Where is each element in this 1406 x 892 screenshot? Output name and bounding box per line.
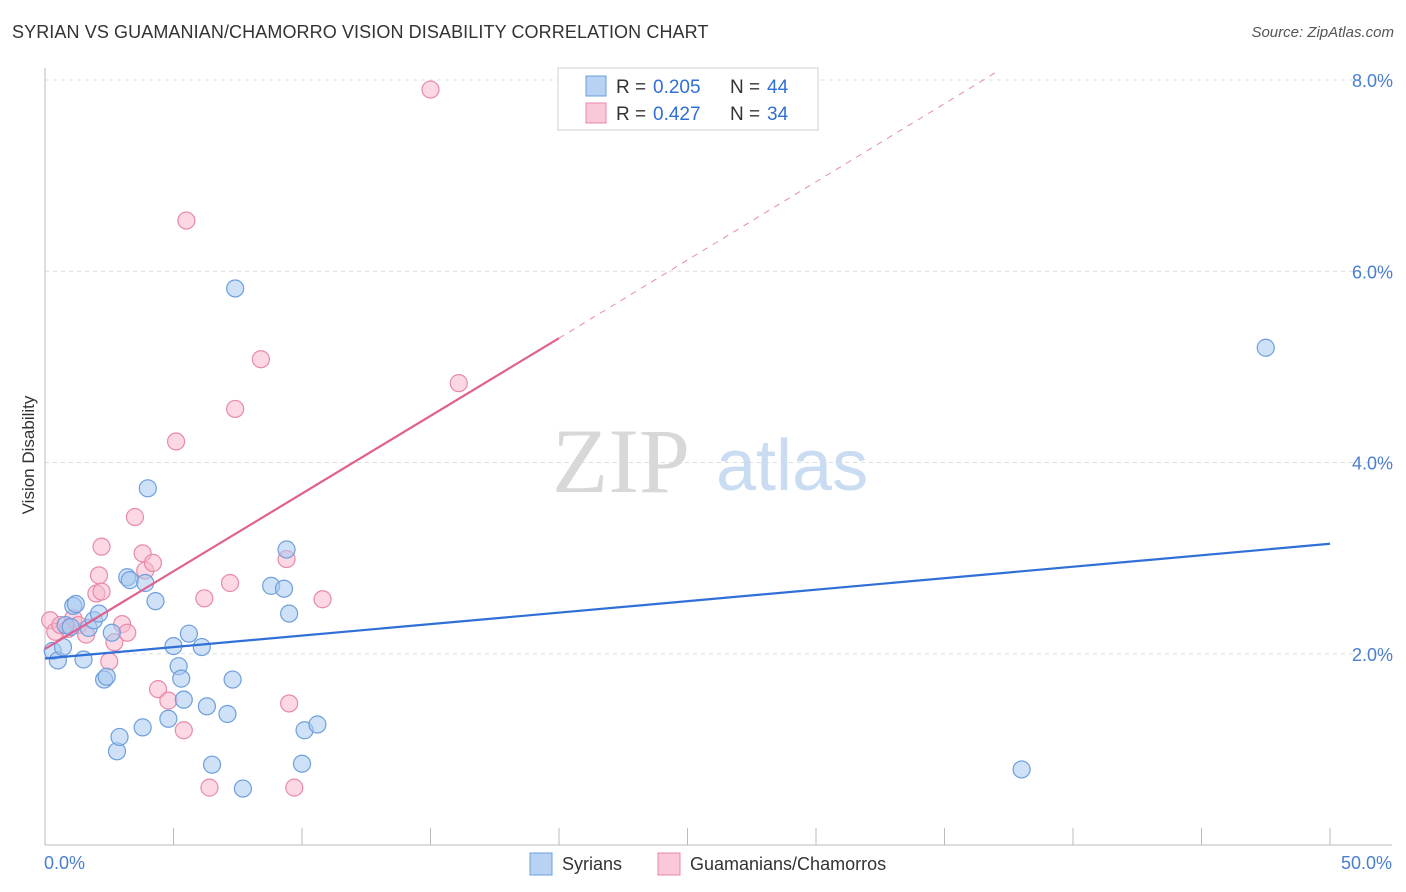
syrian-point <box>280 604 299 623</box>
syrian-point <box>223 670 242 689</box>
guamanian-point <box>148 680 168 699</box>
guamanian-trend-extension <box>558 71 997 339</box>
series-legend: Syrians Guamanians/Chamorros <box>529 852 886 876</box>
guamanian-point <box>251 350 270 369</box>
y-tick-label: 4.0% <box>1352 454 1393 474</box>
syrian-point <box>146 592 165 611</box>
legend-r-value-guamanians: 0.427 <box>653 104 701 125</box>
guamanian-point <box>200 778 219 797</box>
axis-layer: 2.0% 4.0% 6.0% 8.0% 0.0% 50.0% <box>44 68 1393 873</box>
legend-r-label-guamanians: R = <box>616 104 646 125</box>
legend-n-value-syrians: 44 <box>767 77 789 98</box>
watermark: ZIP atlas <box>552 410 868 512</box>
legend-swatch-syrians <box>585 75 607 97</box>
syrian-point <box>192 637 211 657</box>
legend-n-label-syrians: N = <box>730 77 760 98</box>
legend-r-value-syrians: 0.205 <box>653 77 701 98</box>
guamanian-point <box>125 507 145 527</box>
legend-swatch-guamanians <box>585 102 607 124</box>
syrian-trend-line <box>44 542 1331 660</box>
syrian-point <box>159 709 178 728</box>
trend-layer <box>44 71 1331 660</box>
y-axis-label: Vision Disability <box>19 395 38 514</box>
stats-legend: R = 0.205 N = 44 R = 0.427 N = 34 <box>557 67 819 131</box>
syrian-point <box>97 667 116 686</box>
guamanian-point <box>177 211 196 230</box>
guamanian-point <box>100 652 119 671</box>
y-tick-label: 6.0% <box>1352 262 1393 282</box>
guamanian-point <box>195 589 214 608</box>
watermark-zip: ZIP <box>552 410 690 512</box>
y-tick-label: 2.0% <box>1352 645 1393 665</box>
series-legend-label-guamanians: Guamanians/Chamorros <box>690 854 886 874</box>
legend-r-label-syrians: R = <box>616 77 646 98</box>
guamanian-point <box>92 537 111 556</box>
syrian-point <box>102 623 121 642</box>
syrian-point <box>66 594 85 614</box>
guamanian-point <box>166 432 186 451</box>
guamanian-point <box>421 80 440 99</box>
syrian-point <box>277 540 296 559</box>
guamanian-point <box>174 721 193 740</box>
guamanian-point <box>285 778 304 797</box>
guamanian-point <box>143 553 163 573</box>
syrian-point <box>174 690 193 709</box>
chart-source: Source: ZipAtlas.com <box>1251 24 1394 41</box>
syrian-point <box>1012 760 1031 779</box>
chart-title: SYRIAN VS GUAMANIAN/CHAMORRO VISION DISA… <box>12 22 709 42</box>
syrian-point <box>274 579 294 598</box>
guamanian-point <box>159 691 178 710</box>
points-layer <box>41 80 1275 798</box>
series-legend-label-syrians: Syrians <box>562 854 622 874</box>
guamanian-point <box>449 374 468 393</box>
guamanian-point <box>226 399 245 419</box>
x-tick-label-max: 50.0% <box>1341 853 1392 873</box>
syrian-point <box>172 669 191 688</box>
x-tick-label-min: 0.0% <box>44 853 85 873</box>
guamanian-point <box>92 582 111 601</box>
legend-n-value-guamanians: 34 <box>767 104 789 125</box>
guamanian-point <box>118 623 137 642</box>
syrian-point <box>292 754 312 773</box>
syrian-point <box>138 479 157 498</box>
guamanian-trend-line <box>44 337 560 650</box>
series-legend-swatch-guamanians <box>657 852 681 876</box>
syrian-point <box>110 727 129 747</box>
guamanian-point <box>220 573 240 593</box>
syrian-point <box>218 704 237 724</box>
grid-layer <box>45 79 1392 655</box>
syrian-point <box>308 715 327 734</box>
legend-n-label-guamanians: N = <box>730 104 760 125</box>
syrian-point <box>133 718 152 737</box>
syrian-point <box>226 279 245 298</box>
guamanian-point <box>313 590 332 609</box>
series-legend-swatch-syrians <box>529 852 553 876</box>
syrian-point <box>233 779 252 798</box>
syrian-point <box>120 571 139 590</box>
watermark-atlas: atlas <box>716 426 868 506</box>
y-tick-label: 8.0% <box>1352 71 1393 91</box>
syrian-point <box>179 624 199 643</box>
syrian-point <box>197 697 217 716</box>
syrian-point <box>202 755 222 774</box>
guamanian-point <box>89 566 109 585</box>
syrian-point <box>1256 338 1275 357</box>
guamanian-point <box>280 694 299 713</box>
